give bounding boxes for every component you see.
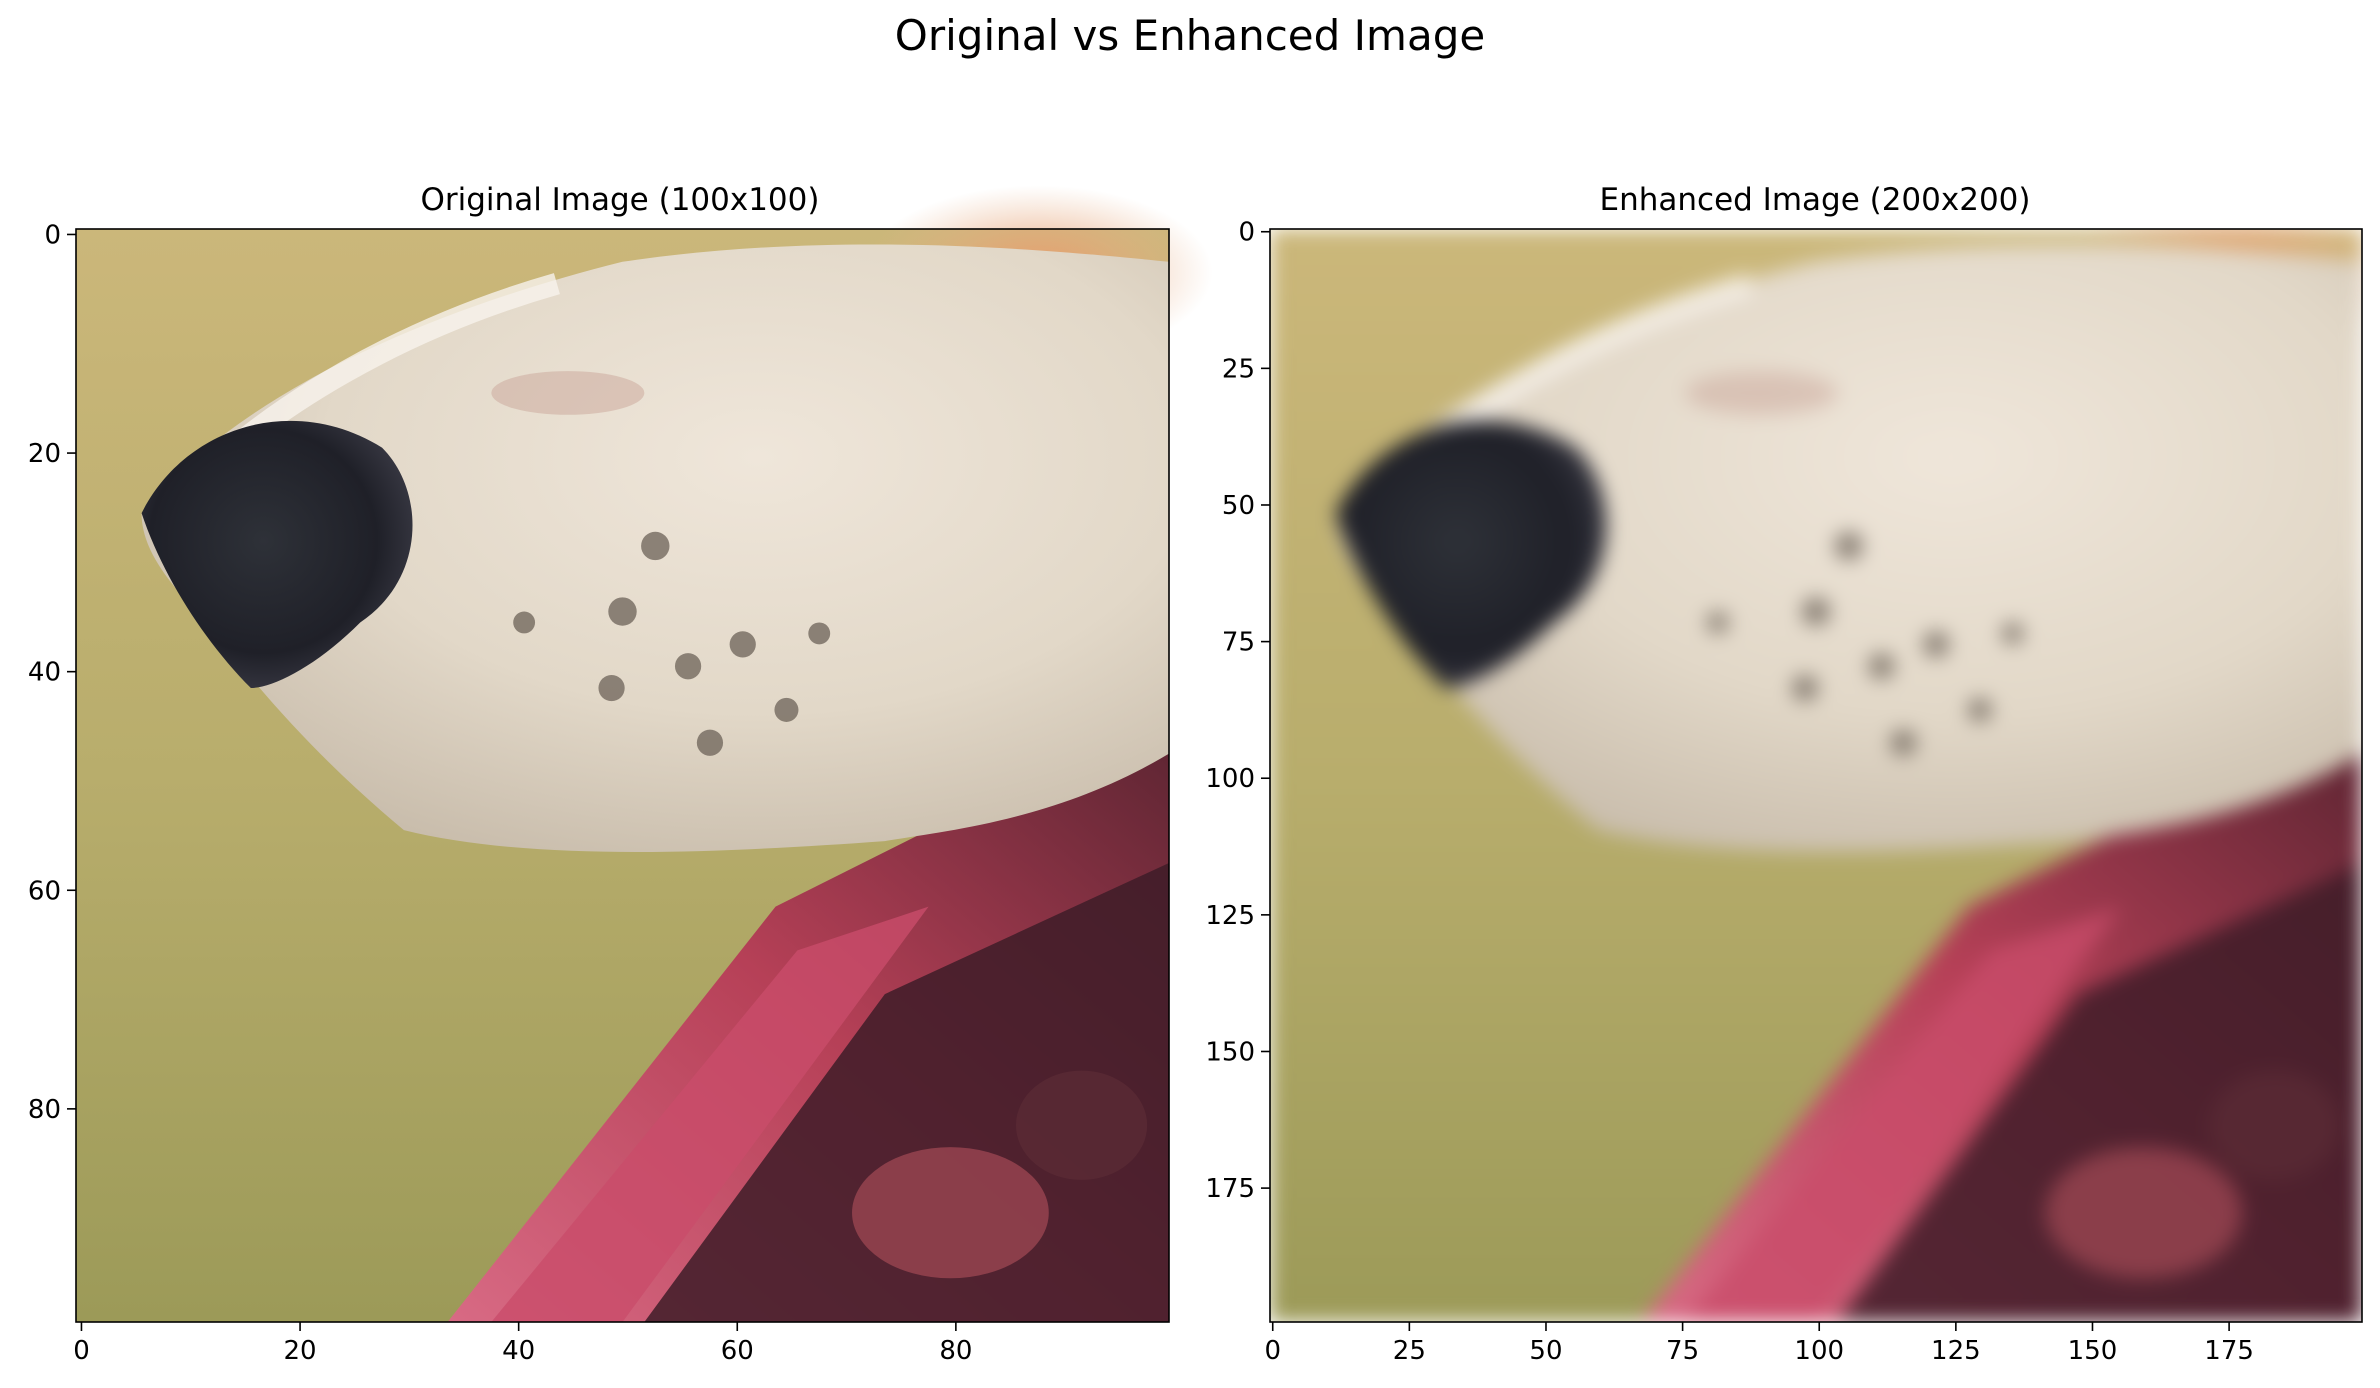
- y-tick-label: 0: [1238, 218, 1255, 248]
- y-tick-label: 150: [1205, 1037, 1255, 1067]
- x-tick-label: 100: [1794, 1336, 1844, 1366]
- axes-frame-enhanced: [1269, 228, 2363, 1323]
- panel-title-original: Original Image (100x100): [421, 182, 820, 218]
- axis-ticks-enhanced: 0 25 50 75 100 125 150 175 0 25 50 75 100 125 150 175: [1205, 218, 2254, 1366]
- y-tick-label: 50: [1222, 491, 1255, 521]
- y-tick-label: 40: [28, 658, 61, 688]
- panel-original: Original Image (100x100) 0 20 40 60 80 0 20 40 6…: [28, 182, 1213, 1366]
- original-image: [76, 185, 1213, 1322]
- panel-title-enhanced: Enhanced Image (200x200): [1600, 182, 2031, 218]
- x-tick-label: 25: [1393, 1336, 1426, 1366]
- y-tick-label: 80: [28, 1095, 61, 1125]
- y-tick-label: 125: [1205, 901, 1255, 931]
- y-tick-label: 60: [28, 876, 61, 906]
- x-tick-label: 75: [1666, 1336, 1699, 1366]
- y-tick-label: 100: [1205, 764, 1255, 794]
- y-tick-label: 75: [1222, 628, 1255, 658]
- y-tick-label: 25: [1222, 354, 1255, 384]
- x-tick-label: 150: [2068, 1336, 2118, 1366]
- x-tick-label: 0: [1264, 1336, 1281, 1366]
- x-tick-label: 50: [1529, 1336, 1562, 1366]
- x-tick-label: 125: [1931, 1336, 1981, 1366]
- x-tick-label: 40: [502, 1336, 535, 1366]
- y-tick-label: 175: [1205, 1174, 1255, 1204]
- x-tick-label: 175: [2204, 1336, 2254, 1366]
- y-tick-label: 20: [28, 439, 61, 469]
- y-tick-label: 0: [44, 220, 61, 250]
- enhanced-image: [1270, 185, 2380, 1322]
- panel-enhanced: Enhanced Image (200x200) 0 25 50 75 100 125 15…: [1205, 182, 2380, 1366]
- x-tick-label: 80: [939, 1336, 972, 1366]
- figure-title: Original vs Enhanced Image: [895, 11, 1485, 60]
- x-tick-label: 20: [284, 1336, 317, 1366]
- axis-ticks-original: 0 20 40 60 80 0 20 40 60 80: [28, 220, 973, 1366]
- axes-frame-original: [75, 228, 1170, 1323]
- x-tick-label: 0: [73, 1336, 90, 1366]
- x-tick-label: 60: [721, 1336, 754, 1366]
